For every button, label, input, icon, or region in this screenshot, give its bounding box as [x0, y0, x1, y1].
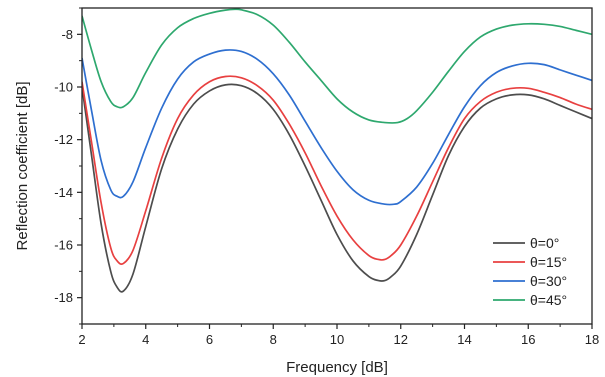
x-tick-label: 4 — [142, 332, 149, 347]
series-line-4 — [82, 8, 592, 124]
y-tick-label: -16 — [54, 238, 73, 253]
x-tick-label: 6 — [206, 332, 213, 347]
x-tick-label: 18 — [585, 332, 599, 347]
x-axis: 2 4 6 8 10 12 14 16 18 — [78, 324, 599, 347]
y-tick-label: -8 — [61, 27, 73, 42]
x-tick-label: 8 — [270, 332, 277, 347]
legend: θ=0° θ=15° θ=30° θ=45° — [493, 235, 567, 308]
y-tick-label: -18 — [54, 290, 73, 305]
x-tick-label: 10 — [330, 332, 344, 347]
x-tick-label: 16 — [521, 332, 535, 347]
y-axis: -18 -16 -14 -12 -10 -8 — [54, 7, 82, 325]
legend-label-4: θ=45° — [530, 292, 567, 308]
y-axis-label: Reflection coefficient [dB] — [14, 82, 31, 251]
series-line-3 — [82, 49, 592, 206]
plot-area — [82, 8, 592, 293]
x-tick-label: 12 — [394, 332, 408, 347]
x-axis-label: Frequency [dB] — [286, 359, 388, 376]
x-tick-label: 14 — [457, 332, 471, 347]
legend-label-3: θ=30° — [530, 273, 567, 289]
series-line-1 — [82, 83, 592, 293]
y-tick-label: -10 — [54, 80, 73, 95]
legend-label-2: θ=15° — [530, 254, 567, 270]
x-tick-label: 2 — [78, 332, 85, 347]
legend-label-1: θ=0° — [530, 235, 559, 251]
y-tick-label: -12 — [54, 132, 73, 147]
series-line-2 — [82, 75, 592, 265]
y-tick-label: -14 — [54, 185, 73, 200]
